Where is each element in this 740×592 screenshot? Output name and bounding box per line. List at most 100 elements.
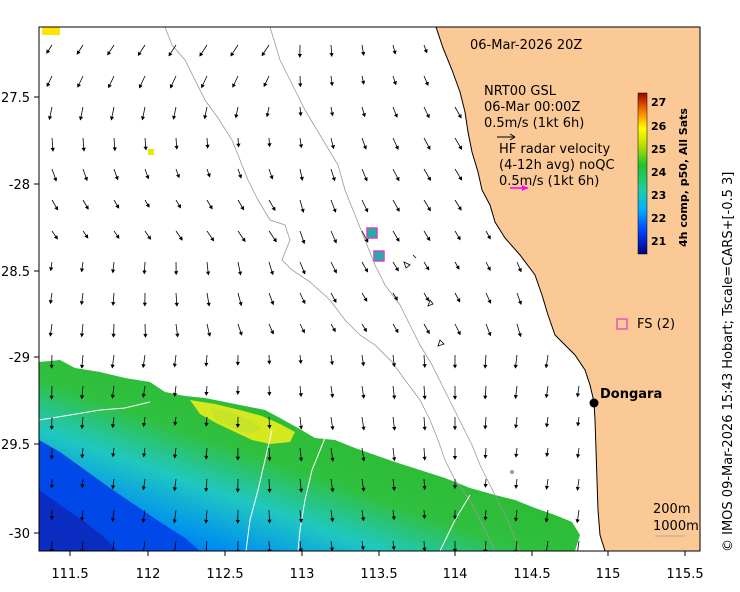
current-arrow-head bbox=[427, 206, 431, 212]
current-arrow-head bbox=[395, 176, 400, 182]
current-arrow-head bbox=[111, 301, 116, 306]
current-arrow-head bbox=[361, 394, 366, 399]
land-coast bbox=[436, 27, 700, 551]
model-name-label: NRT00 GSL bbox=[484, 84, 557, 99]
current-arrow-head bbox=[207, 332, 212, 337]
current-arrow-head bbox=[111, 453, 116, 458]
current-arrow-head bbox=[203, 114, 208, 120]
current-arrow-head bbox=[331, 327, 336, 333]
current-arrow-head bbox=[575, 454, 581, 459]
y-axis-ticks: 27.5 -28 28.5 -29 29.5 -30 bbox=[1, 91, 39, 542]
current-arrow-head bbox=[174, 302, 179, 307]
current-arrow-head bbox=[49, 426, 54, 430]
current-arrow-head bbox=[544, 394, 549, 399]
current-arrow-head bbox=[111, 333, 116, 338]
current-arrow-head bbox=[169, 84, 174, 89]
y-tick-label: 28.5 bbox=[1, 265, 30, 280]
current-arrow-head bbox=[172, 454, 178, 459]
current-arrow-head bbox=[331, 177, 336, 182]
x-tick-label: 114 bbox=[443, 567, 468, 582]
current-arrow bbox=[143, 540, 146, 551]
current-arrow-head bbox=[452, 364, 458, 369]
current-arrow-head bbox=[235, 423, 240, 428]
current-arrow-head bbox=[422, 456, 427, 461]
current-arrow-head bbox=[301, 328, 305, 334]
current-arrow-head bbox=[140, 116, 146, 121]
current-arrow-head bbox=[205, 271, 211, 276]
current-arrow-head bbox=[174, 145, 179, 150]
current-arrow-head bbox=[362, 145, 367, 150]
current-arrow-head bbox=[360, 362, 366, 367]
current-arrow-head bbox=[422, 486, 427, 491]
current-arrow-head bbox=[333, 239, 337, 244]
current-arrow-head bbox=[422, 426, 427, 431]
current-arrow-head bbox=[232, 83, 236, 88]
current-arrow-head bbox=[208, 205, 213, 210]
current-arrow-head bbox=[115, 204, 120, 209]
current-arrow-head bbox=[487, 235, 491, 240]
current-arrow-head bbox=[422, 395, 427, 400]
colorbar-tick-label: 22 bbox=[651, 212, 666, 225]
current-arrow-head bbox=[107, 50, 112, 56]
current-arrow-head bbox=[483, 364, 488, 369]
current-arrow-head bbox=[456, 298, 461, 303]
current-arrow-head bbox=[112, 147, 117, 152]
current-arrow-head bbox=[329, 112, 335, 117]
dongara-marker bbox=[589, 398, 599, 408]
current-arrow-head bbox=[301, 270, 306, 275]
current-arrow-head bbox=[110, 394, 115, 399]
current-arrow-head bbox=[80, 425, 85, 430]
current-arrow-head bbox=[46, 49, 51, 54]
current-arrow-head bbox=[235, 361, 240, 366]
current-arrow-head bbox=[395, 207, 400, 212]
x-axis-ticks: 111.5 112 112.5 113 113.5 114 114.5 115 115.5 bbox=[51, 551, 704, 582]
contour-200m bbox=[164, 27, 496, 551]
current-arrow-head bbox=[261, 51, 266, 57]
island-group bbox=[403, 254, 445, 347]
current-arrow-head bbox=[393, 296, 398, 301]
current-arrow-head bbox=[333, 269, 337, 274]
current-arrow-head bbox=[206, 173, 211, 178]
current-arrow-head bbox=[363, 177, 368, 182]
current-arrow-head bbox=[238, 301, 243, 307]
current-arrow-head bbox=[363, 297, 368, 302]
current-arrow-head bbox=[298, 360, 303, 365]
colorbar-tick-label: 23 bbox=[651, 189, 666, 202]
current-arrow-head bbox=[544, 518, 549, 523]
fs-station-label: FS (2) bbox=[637, 317, 675, 332]
colorbar-title: 4h comp, p50, All Sats bbox=[677, 108, 690, 247]
current-arrow-head bbox=[110, 424, 116, 429]
current-arrow-head bbox=[141, 393, 146, 398]
current-arrow-head bbox=[49, 395, 54, 400]
current-arrow-head bbox=[84, 205, 89, 210]
current-arrow-head bbox=[204, 455, 209, 460]
current-arrow-head bbox=[115, 234, 120, 239]
current-arrow-head bbox=[80, 454, 85, 459]
current-arrow-head bbox=[360, 546, 365, 551]
current-arrow-head bbox=[145, 174, 150, 180]
current-arrow-head bbox=[240, 205, 245, 211]
current-arrow-head bbox=[230, 52, 235, 57]
current-arrow-head bbox=[364, 208, 369, 213]
current-arrow bbox=[577, 540, 580, 551]
current-arrow-head bbox=[298, 144, 304, 149]
colorbar-tick-label: 21 bbox=[651, 235, 666, 248]
current-arrow-head bbox=[173, 421, 178, 426]
current-arrow-head bbox=[455, 265, 460, 270]
current-arrow-head bbox=[483, 395, 488, 400]
current-arrow-head bbox=[361, 51, 366, 56]
current-arrow-head bbox=[487, 331, 492, 337]
sst-field bbox=[39, 360, 580, 551]
current-arrow bbox=[515, 540, 518, 551]
current-arrow-head bbox=[142, 302, 147, 307]
current-arrow-head bbox=[545, 452, 550, 458]
current-arrow-head bbox=[330, 488, 335, 493]
current-arrow-head bbox=[513, 394, 519, 400]
model-scale-label: 0.5m/s (1kt 6h) bbox=[484, 116, 584, 131]
current-arrow-head bbox=[513, 364, 518, 369]
current-arrow-head bbox=[235, 488, 240, 493]
current-arrow-head bbox=[422, 364, 427, 369]
current-arrow bbox=[546, 540, 549, 551]
current-arrow-head bbox=[576, 422, 581, 427]
current-arrow-head bbox=[48, 300, 54, 305]
